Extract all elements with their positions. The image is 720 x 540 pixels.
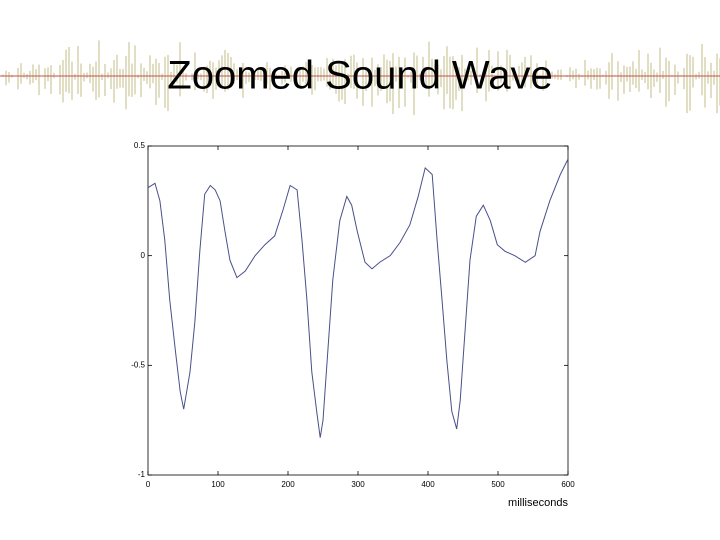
x-tick-label: 200 [281,480,295,489]
y-tick-label: -1 [138,470,146,479]
slide-title: Zoomed Sound Wave [167,54,552,98]
x-axis-label: milliseconds [508,497,568,509]
y-tick-label: -0.5 [131,360,145,369]
plot-frame [147,145,569,476]
x-tick-label: 500 [491,480,505,489]
x-tick-label: 0 [146,480,151,489]
x-tick-label: 600 [561,480,575,489]
x-tick-label: 100 [211,480,225,489]
x-tick-label: 300 [351,480,365,489]
y-tick-label: 0.5 [134,141,146,150]
x-tick-label: 400 [421,480,435,489]
line-series [147,158,569,438]
y-tick-label: 0 [141,251,146,260]
